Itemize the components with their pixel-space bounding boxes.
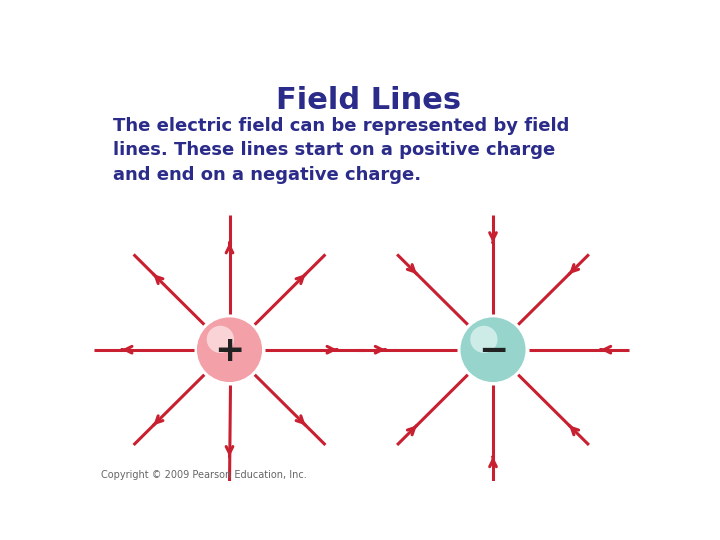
Text: The electric field can be represented by field
lines. These lines start on a pos: The electric field can be represented by…: [113, 117, 570, 184]
FancyArrowPatch shape: [226, 447, 233, 457]
Text: Field Lines: Field Lines: [276, 86, 462, 116]
Circle shape: [470, 326, 498, 353]
FancyArrowPatch shape: [153, 274, 163, 284]
Text: +: +: [215, 334, 245, 368]
FancyArrowPatch shape: [153, 416, 163, 426]
FancyArrowPatch shape: [408, 265, 417, 274]
FancyArrowPatch shape: [569, 426, 579, 435]
FancyArrowPatch shape: [375, 346, 385, 353]
Text: −: −: [478, 334, 508, 368]
Circle shape: [461, 318, 526, 382]
FancyArrowPatch shape: [226, 243, 233, 253]
FancyArrowPatch shape: [296, 416, 305, 426]
FancyArrowPatch shape: [327, 346, 337, 353]
FancyArrowPatch shape: [569, 265, 579, 274]
FancyArrowPatch shape: [490, 233, 496, 243]
FancyArrowPatch shape: [600, 346, 611, 353]
Circle shape: [207, 326, 234, 353]
FancyArrowPatch shape: [296, 274, 305, 284]
FancyArrowPatch shape: [490, 457, 496, 467]
Circle shape: [197, 318, 262, 382]
FancyArrowPatch shape: [408, 426, 417, 435]
Text: Copyright © 2009 Pearson Education, Inc.: Copyright © 2009 Pearson Education, Inc.: [101, 470, 307, 480]
FancyArrowPatch shape: [122, 346, 132, 353]
